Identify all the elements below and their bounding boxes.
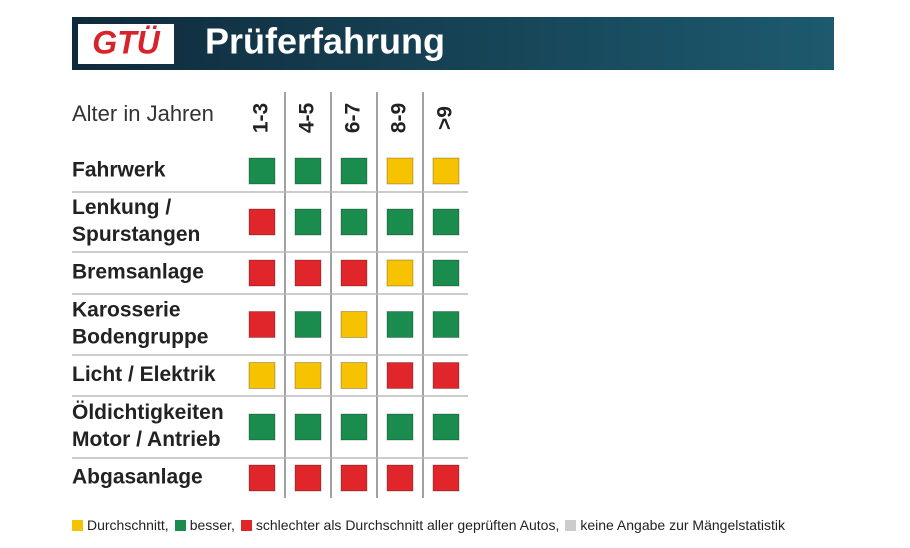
rating-cell <box>340 259 368 287</box>
rating-cell <box>340 464 368 492</box>
rating-cell <box>340 413 368 441</box>
rating-cell <box>432 464 460 492</box>
rating-cell <box>386 311 414 338</box>
logo: GTÜ <box>92 24 160 60</box>
rating-cell <box>248 157 276 185</box>
row-label: Lenkung / <box>72 196 171 219</box>
legend-item: besser, <box>174 517 235 533</box>
legend-item: Durchschnitt, <box>72 517 169 533</box>
row-label: Fahrwerk <box>72 159 166 182</box>
row-label: Öldichtigkeiten <box>72 401 224 424</box>
header-title: Prüferfahrung <box>205 21 445 62</box>
rating-cell <box>386 413 414 441</box>
rating-cell <box>432 259 460 287</box>
legend: Durchschnitt, besser, schlechter als Durch… <box>72 517 791 533</box>
rating-cell <box>294 362 322 389</box>
rating-cell <box>340 208 368 236</box>
rating-cell <box>294 259 322 287</box>
rating-cell <box>294 311 322 338</box>
legend-swatch <box>174 519 186 531</box>
column-label: >9 <box>434 106 457 130</box>
rating-cell <box>294 157 322 185</box>
legend-item: keine Angabe zur Mängelstatistik <box>565 517 785 533</box>
legend-label: besser, <box>189 517 235 533</box>
rating-cell <box>248 208 276 236</box>
rating-cell <box>294 464 322 492</box>
rating-cell <box>248 259 276 287</box>
legend-swatch <box>72 519 83 531</box>
rating-cell <box>386 362 414 389</box>
rating-cell <box>248 362 276 389</box>
legend-label: schlechter als Durchschnitt aller geprüf… <box>255 517 560 533</box>
row-label: Abgasanlage <box>72 466 203 489</box>
rating-cell <box>432 413 460 441</box>
column-label: 8-9 <box>388 103 411 133</box>
rating-cell <box>248 413 276 441</box>
legend-label: keine Angabe zur Mängelstatistik <box>580 517 786 533</box>
row-label: Bremsanlage <box>72 261 204 284</box>
rating-cell <box>386 464 414 492</box>
rating-cell <box>340 362 368 389</box>
rating-cell <box>248 464 276 492</box>
legend-swatch <box>565 519 577 531</box>
rating-cell <box>248 311 276 338</box>
rating-cell <box>340 311 368 338</box>
legend-swatch <box>240 519 252 531</box>
rating-cell <box>294 413 322 441</box>
column-label: 1-3 <box>250 103 273 133</box>
rating-cell <box>386 259 414 287</box>
column-label: 6-7 <box>342 103 365 133</box>
header-bar <box>72 17 834 70</box>
rating-cell <box>294 208 322 236</box>
row-label: Licht / Elektrik <box>72 363 216 386</box>
column-header: Alter in Jahren <box>72 101 214 126</box>
legend-item: schlechter als Durchschnitt aller geprüf… <box>240 517 560 533</box>
row-label: Spurstangen <box>72 223 200 246</box>
row-label: Bodengruppe <box>72 326 209 349</box>
legend-label: Durchschnitt, <box>87 517 169 533</box>
rating-cell <box>432 362 460 389</box>
row-label: Karosserie <box>72 299 181 322</box>
table: 1-3 4-5 6-7 8-9 >9 Fahrwerk Lenkung / Spurstang… <box>72 92 468 498</box>
rating-cell <box>432 208 460 236</box>
rating-cell <box>432 311 460 338</box>
rating-cell <box>386 157 414 185</box>
logo-box <box>78 24 174 64</box>
column-label: 4-5 <box>296 103 319 134</box>
row-label: Motor / Antrieb <box>72 428 221 451</box>
rating-cell <box>340 157 368 185</box>
rating-cell <box>432 157 460 185</box>
rating-cell <box>386 208 414 236</box>
